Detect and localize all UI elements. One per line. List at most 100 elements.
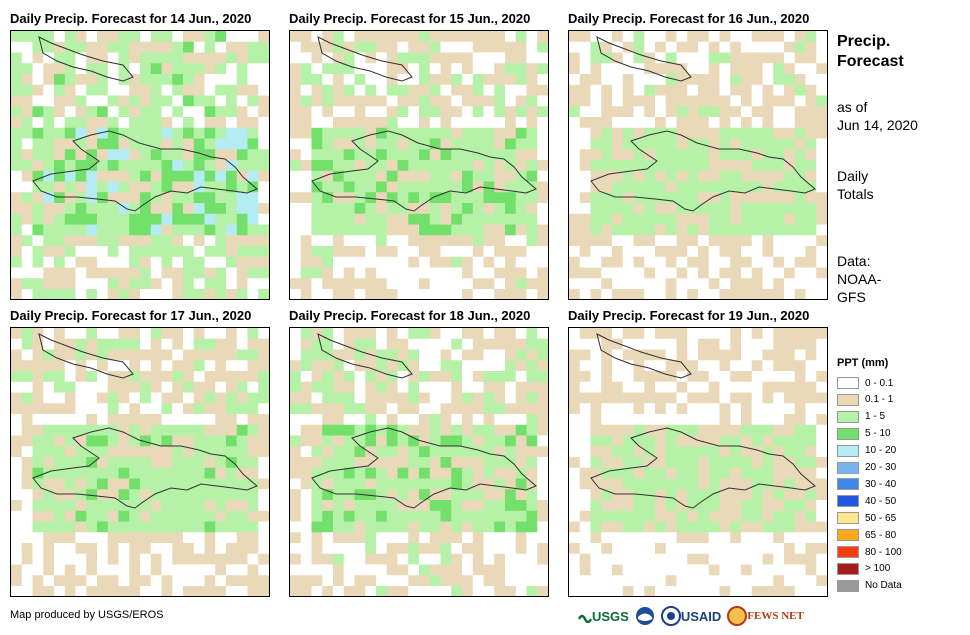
precip-cell xyxy=(386,489,398,501)
precip-cell xyxy=(537,52,548,64)
precip-cell xyxy=(537,435,548,447)
precip-cell xyxy=(676,510,688,522)
precip-cell xyxy=(440,95,452,107)
precip-cell xyxy=(118,84,130,96)
precip-cell xyxy=(343,435,355,447)
precip-cell xyxy=(494,203,506,215)
precip-cell xyxy=(129,267,141,279)
precip-cell xyxy=(21,256,33,268)
precip-cell xyxy=(494,192,506,204)
precip-cell xyxy=(258,170,269,182)
precip-cell xyxy=(494,52,506,64)
precip-cell xyxy=(43,41,55,53)
precip-cell xyxy=(290,267,302,279)
precip-cell xyxy=(526,586,538,596)
precip-cell xyxy=(343,478,355,490)
precip-cell xyxy=(687,235,699,247)
precip-cell xyxy=(129,127,141,139)
coastline-outline xyxy=(596,36,692,82)
precip-cell xyxy=(386,138,398,150)
precip-cell xyxy=(322,52,334,64)
precip-cell xyxy=(730,192,742,204)
precip-cell xyxy=(75,127,87,139)
precip-cell xyxy=(376,446,388,458)
precip-cell xyxy=(687,328,699,340)
precip-cell xyxy=(569,575,581,587)
precip-cell xyxy=(419,52,431,64)
sidebar-title-line: Precip. xyxy=(837,33,891,50)
precip-cell xyxy=(300,127,312,139)
precip-cell xyxy=(590,106,602,118)
precip-cell xyxy=(258,424,269,436)
data-source-line: NOAA- xyxy=(837,271,882,287)
precip-cell xyxy=(376,31,388,43)
legend-swatch xyxy=(837,546,859,558)
precip-cell xyxy=(215,278,227,290)
precip-cell xyxy=(633,127,645,139)
precip-cell xyxy=(32,203,44,215)
precip-cell xyxy=(784,543,796,555)
precip-cell xyxy=(290,203,302,215)
precip-cell xyxy=(322,553,334,565)
precip-cell xyxy=(816,289,827,299)
precip-cell xyxy=(665,349,677,361)
precip-cell xyxy=(676,467,688,479)
precip-cell xyxy=(43,360,55,372)
precip-cell xyxy=(612,203,624,215)
precip-cell xyxy=(365,392,377,404)
precip-cell xyxy=(43,381,55,393)
precip-cell xyxy=(687,138,699,150)
precip-cell xyxy=(333,160,345,172)
precip-cell xyxy=(483,256,495,268)
precip-cell xyxy=(97,575,109,587)
legend-label: 5 - 10 xyxy=(865,428,891,440)
precip-cell xyxy=(612,84,624,96)
precip-cell xyxy=(708,564,720,576)
precip-cell xyxy=(386,267,398,279)
precip-cell xyxy=(300,138,312,150)
precip-cell xyxy=(54,532,66,544)
precip-cell xyxy=(64,213,76,225)
precip-cell xyxy=(161,521,173,533)
precip-cell xyxy=(698,360,710,372)
precip-cell xyxy=(97,203,109,215)
precip-cell xyxy=(719,489,731,501)
precip-cell xyxy=(21,106,33,118)
precip-cell xyxy=(505,289,517,299)
precip-cell xyxy=(472,543,484,555)
precip-cell xyxy=(590,256,602,268)
precip-cell xyxy=(118,392,130,404)
precip-cell xyxy=(805,192,817,204)
precip-cell xyxy=(107,467,119,479)
precip-cell xyxy=(719,192,731,204)
precip-cell xyxy=(408,149,420,161)
precip-cell xyxy=(633,213,645,225)
precip-cell xyxy=(676,338,688,350)
precip-cell xyxy=(258,328,269,340)
precip-cell xyxy=(526,371,538,383)
precip-cell xyxy=(236,553,248,565)
precip-cell xyxy=(21,500,33,512)
precip-cell xyxy=(97,371,109,383)
precip-cell xyxy=(204,510,216,522)
precip-cell xyxy=(751,360,763,372)
precip-cell xyxy=(64,74,76,86)
precip-cell xyxy=(11,278,23,290)
precip-cell xyxy=(172,349,184,361)
precip-cell xyxy=(633,414,645,426)
precip-cell xyxy=(97,424,109,436)
precip-cell xyxy=(215,446,227,458)
precip-cell xyxy=(54,553,66,565)
precip-cell xyxy=(290,553,302,565)
precip-cell xyxy=(429,117,441,129)
legend-swatch xyxy=(837,377,859,389)
precip-cell xyxy=(419,192,431,204)
precip-cell xyxy=(226,575,238,587)
precip-cell xyxy=(21,521,33,533)
precip-cell xyxy=(226,360,238,372)
precip-cell xyxy=(365,278,377,290)
precip-cell xyxy=(784,203,796,215)
precip-cell xyxy=(64,457,76,469)
precip-cell xyxy=(601,543,613,555)
precip-cell xyxy=(816,489,827,501)
